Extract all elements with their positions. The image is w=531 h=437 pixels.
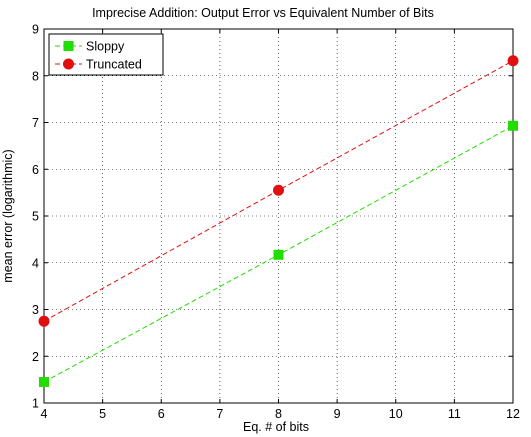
x-tick-label: 12 xyxy=(506,407,520,421)
legend-item-truncated: Truncated xyxy=(55,58,142,72)
x-axis-label: Eq. # of bits xyxy=(243,420,309,434)
y-tick-label: 3 xyxy=(32,303,39,317)
x-tick-label: 5 xyxy=(99,407,106,421)
series-layer xyxy=(38,55,519,387)
y-tick-label: 8 xyxy=(32,69,39,83)
x-tick-label: 9 xyxy=(334,407,341,421)
x-tick-label: 8 xyxy=(275,407,282,421)
data-point xyxy=(38,315,50,327)
y-tick-label: 2 xyxy=(32,350,39,364)
y-tick-label: 7 xyxy=(32,116,39,130)
x-tick-label: 7 xyxy=(216,407,223,421)
series-sloppy xyxy=(39,120,518,387)
data-point xyxy=(273,249,284,260)
legend-label: Truncated xyxy=(86,58,142,72)
x-tick-label: 6 xyxy=(158,407,165,421)
y-tick-label: 4 xyxy=(32,256,39,270)
legend-marker xyxy=(63,41,74,51)
series-truncated xyxy=(38,55,519,327)
data-point xyxy=(507,55,519,67)
x-tick-label: 4 xyxy=(41,407,48,421)
y-tick-label: 5 xyxy=(32,210,39,224)
legend: Sloppy Truncated xyxy=(48,33,164,76)
data-point xyxy=(273,184,284,196)
x-tick-label: 11 xyxy=(448,407,461,421)
legend-label: Sloppy xyxy=(86,40,125,54)
grid-lines xyxy=(44,29,513,403)
y-tick-label: 1 xyxy=(32,397,39,411)
y-tick-label: 9 xyxy=(32,23,39,37)
data-point xyxy=(39,376,49,387)
y-axis-label: mean error (logarithmic) xyxy=(1,149,15,282)
chart-title: Imprecise Addition: Output Error vs Equi… xyxy=(92,6,434,20)
legend-item-sloppy: Sloppy xyxy=(55,40,125,54)
data-point xyxy=(508,120,518,131)
x-tick-label: 10 xyxy=(389,407,403,421)
legend-marker xyxy=(63,58,74,70)
y-tick-label: 6 xyxy=(32,163,39,177)
